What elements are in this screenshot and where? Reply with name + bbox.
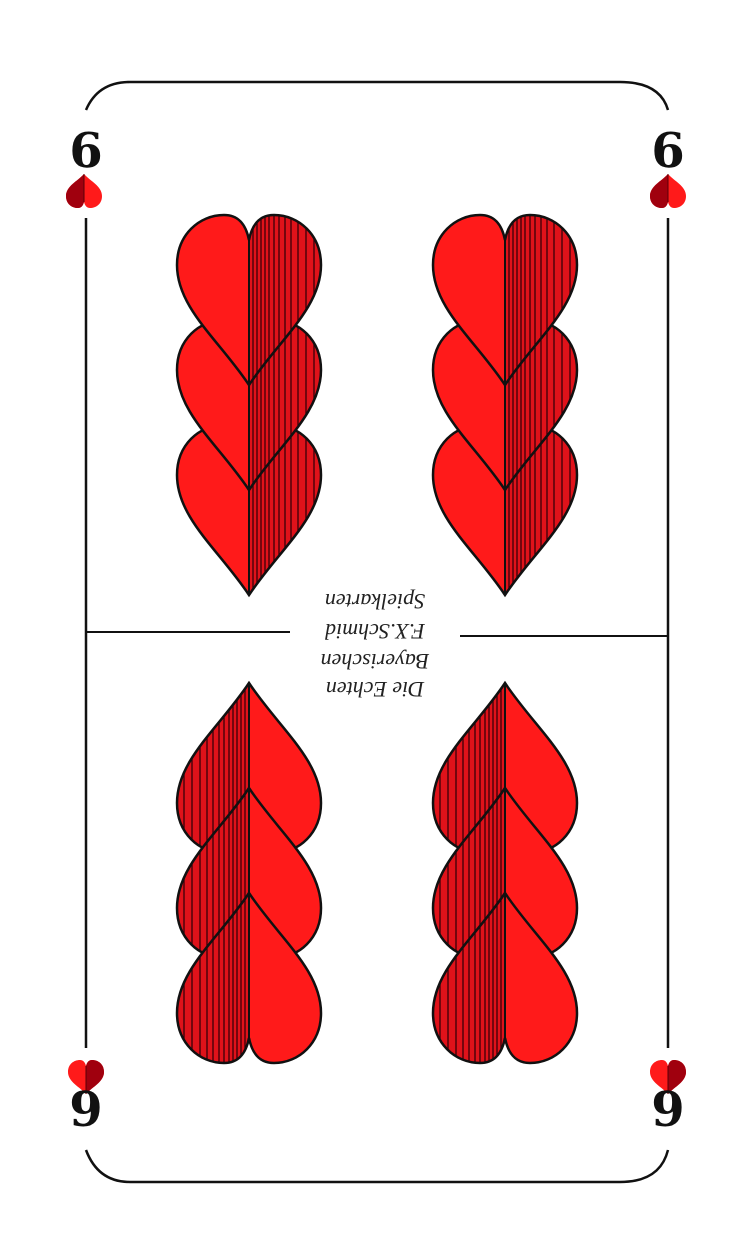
heart-column-bottom-right [425,678,577,1068]
card-border [84,80,670,1184]
rank-label: 9 [69,1082,102,1138]
maker-line-2: Bayerischen [321,649,430,674]
heart-column-bottom-left [169,678,321,1068]
maker-line-1: Die Echten [326,677,425,702]
maker-line-3: F.X.Schmid [324,619,426,644]
rank-label: 9 [651,1082,684,1138]
corner-index-top-right: 9 [651,120,684,176]
rank-label: 9 [651,120,684,176]
heart-icon [649,173,687,209]
heart-icon [425,678,577,1068]
maker-line-4: Spielkarten [325,589,425,614]
heart-column-top-left [177,210,329,600]
corner-index-top-left: 9 [69,120,102,176]
heart-icon [433,210,585,600]
heart-icon [169,678,321,1068]
heart-icon [65,173,103,209]
corner-index-bottom-right: 9 [651,1082,684,1138]
maker-text: Die Echten Bayerischen F.X.Schmid Spielk… [321,589,430,702]
heart-icon [177,210,329,600]
rank-label: 9 [69,120,102,176]
heart-column-top-right [433,210,585,600]
corner-index-bottom-left: 9 [69,1082,102,1138]
